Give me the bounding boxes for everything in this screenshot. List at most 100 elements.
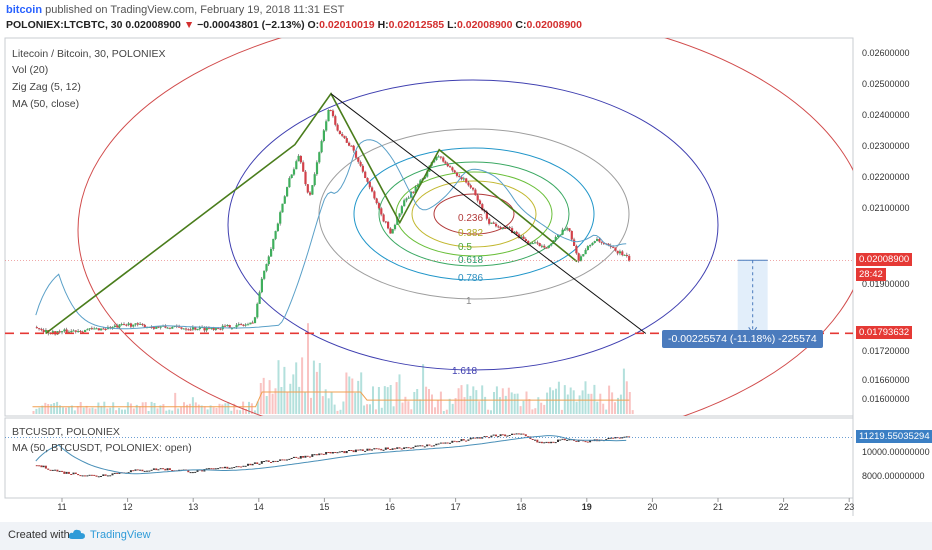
btc-candle	[437, 443, 440, 445]
candle	[40, 329, 43, 330]
btc-candle	[400, 448, 403, 450]
btc-candle	[444, 442, 447, 444]
volume-indicator-label[interactable]: Vol (20)	[12, 64, 49, 76]
volume-bar	[578, 395, 581, 414]
x-tick-label: 17	[451, 502, 461, 512]
btc-candle	[292, 456, 295, 458]
btc-candle	[109, 475, 112, 477]
btc-candle	[423, 446, 426, 448]
candle	[88, 328, 91, 330]
volume-bar	[581, 390, 584, 414]
candle	[113, 325, 116, 327]
candle	[557, 234, 560, 237]
candle	[118, 324, 121, 328]
btc-candle	[152, 468, 155, 470]
btc-candle	[106, 475, 109, 477]
candle	[286, 187, 289, 197]
btc-candle	[251, 463, 254, 466]
zigzag-line	[45, 92, 578, 335]
btc-candle	[49, 469, 52, 471]
candle	[591, 242, 594, 245]
volume-bar	[262, 377, 265, 414]
volume-bar	[239, 410, 242, 414]
candle	[354, 150, 358, 158]
btc-candle	[506, 435, 509, 437]
volume-bar	[32, 411, 35, 414]
btc-candle	[237, 466, 240, 468]
btc-candle	[40, 465, 43, 468]
author-link[interactable]: bitcoin	[6, 4, 43, 16]
btc-candle	[520, 433, 523, 435]
btc-candle	[354, 449, 357, 453]
candle	[508, 227, 511, 229]
candle	[522, 236, 525, 239]
volume-bar	[62, 407, 64, 414]
candle	[472, 187, 475, 190]
volume-bar	[631, 410, 634, 414]
volume-bar	[94, 408, 97, 414]
candle	[377, 203, 381, 209]
btc-candle	[433, 445, 435, 447]
btc-candle	[467, 439, 470, 441]
candle	[168, 327, 172, 329]
volume-bar	[478, 401, 481, 414]
ma-indicator-label[interactable]: MA (50, close)	[12, 98, 80, 110]
volume-bar	[35, 408, 38, 414]
btc-candle	[439, 442, 442, 444]
publish-line: bitcoin published on TradingView.com, Fe…	[6, 4, 344, 16]
ohlc-line: POLONIEX:LTCBTC, 30 0.02008900 ▼ −0.0004…	[6, 19, 582, 31]
volume-bar	[413, 392, 416, 414]
y-tick-label: 0.02400000	[862, 110, 910, 120]
candle	[164, 325, 167, 328]
volume-bar	[236, 409, 239, 414]
btc-candle	[249, 463, 252, 466]
candle	[566, 228, 569, 230]
volume-bar	[590, 393, 593, 414]
volume-bar	[129, 403, 132, 414]
measure-label[interactable]: -0.00225574 (-11.18%) -225574	[662, 330, 823, 348]
btc-candle	[288, 458, 291, 460]
btc-candle	[104, 474, 107, 476]
volume-bar	[540, 402, 543, 414]
candle	[42, 329, 45, 333]
candle	[529, 243, 532, 245]
candle	[426, 171, 429, 177]
btc-candle	[44, 465, 47, 469]
volume-bar	[150, 401, 153, 414]
volume-bar	[487, 409, 490, 414]
btc-candle	[150, 469, 153, 471]
btc-candle	[341, 451, 344, 453]
btc-candle	[428, 444, 431, 446]
btc-candle	[235, 466, 238, 468]
pane-title[interactable]: Litecoin / Bitcoin, 30, POLONIEX	[12, 48, 166, 60]
btc-candle	[189, 472, 192, 474]
volume-bar	[490, 410, 492, 414]
volume-bar	[85, 405, 88, 414]
btc-candle	[371, 449, 373, 451]
volume-bar	[301, 357, 304, 414]
tradingview-brand-link[interactable]: TradingView	[90, 529, 151, 541]
countdown-tag: 28:42	[856, 268, 886, 282]
btc-candle	[58, 470, 61, 472]
candle	[86, 329, 89, 331]
btc-candle	[38, 465, 41, 467]
volume-bar	[283, 366, 286, 414]
volume-bar	[212, 407, 215, 414]
candle	[217, 328, 220, 330]
volume-bar	[292, 374, 295, 414]
volume-bar	[245, 409, 247, 414]
lower-pane-title[interactable]: BTCUSDT, POLONIEX	[12, 426, 120, 438]
candle	[97, 328, 100, 331]
volume-bar	[73, 410, 76, 414]
zigzag-indicator-label[interactable]: Zig Zag (5, 12)	[12, 81, 81, 93]
candle	[159, 326, 162, 328]
candle	[364, 171, 367, 178]
volume-bar	[389, 385, 392, 414]
lower-ma-label[interactable]: MA (50, BTCUSDT, POLONIEX: open)	[12, 442, 192, 454]
volume-bar	[537, 397, 540, 414]
volume-bar	[593, 384, 596, 414]
btc-candle	[391, 448, 394, 450]
volume-bar	[422, 364, 425, 414]
btc-candle	[166, 468, 169, 471]
